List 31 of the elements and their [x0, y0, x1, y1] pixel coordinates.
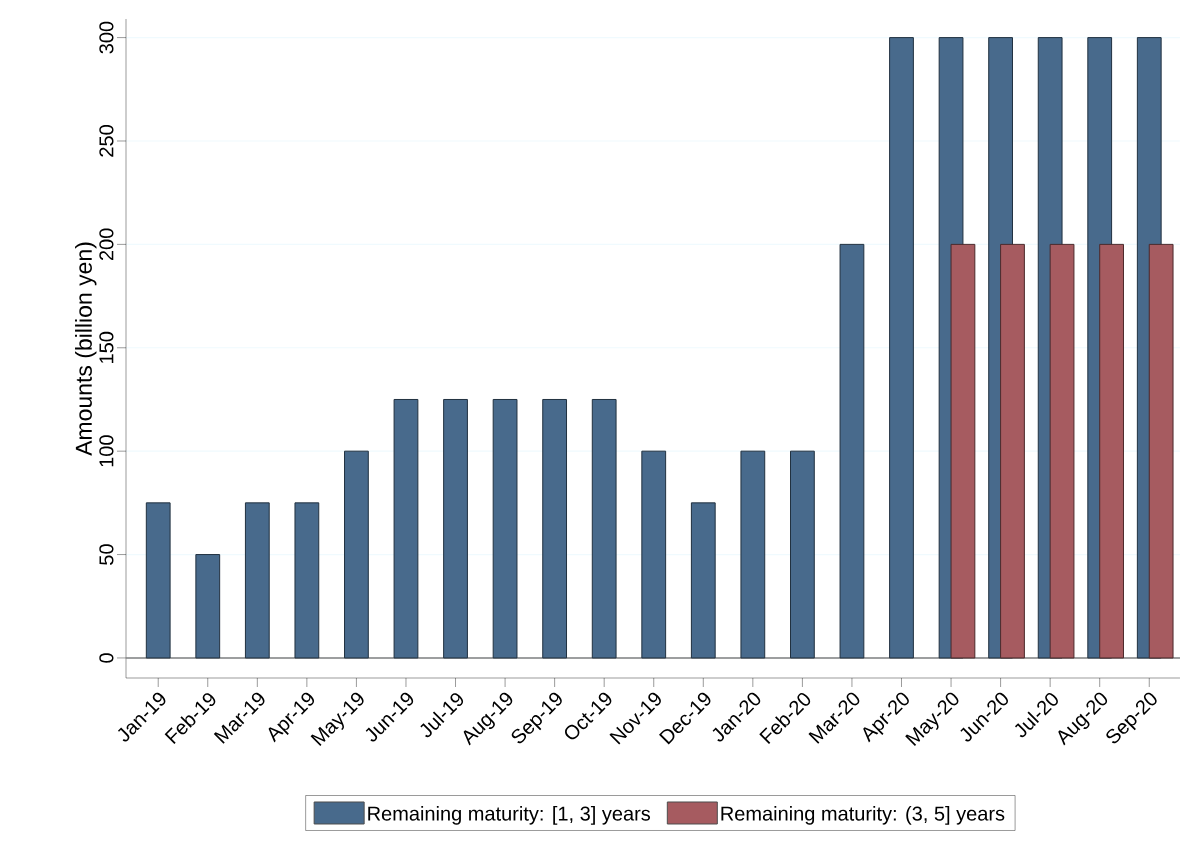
- bar: [950, 243, 976, 659]
- y-tick-label: 300: [99, 21, 114, 54]
- y-tick-label: 250: [99, 125, 114, 157]
- bar: [591, 398, 617, 659]
- legend-label: Remaining maturity: [1, 3] years: [368, 806, 651, 825]
- y-tick-label: 200: [99, 228, 114, 261]
- bar: [443, 398, 468, 659]
- y-tick-label: 50: [99, 544, 114, 565]
- y-tick-label: 100: [99, 435, 114, 467]
- bar: [244, 502, 270, 659]
- bar: [344, 450, 369, 659]
- bar: [839, 243, 865, 659]
- y-axis-title: Amounts (billion yen): [75, 242, 97, 456]
- bar: [393, 398, 419, 659]
- y-tick-label: 150: [99, 331, 114, 363]
- bar: [294, 502, 320, 659]
- bar: [1148, 243, 1174, 659]
- bar: [641, 450, 667, 659]
- bar: [542, 398, 568, 659]
- bar: [1049, 243, 1075, 659]
- bar: [690, 502, 716, 659]
- bar: [492, 398, 518, 659]
- bar: [1000, 243, 1025, 659]
- bar: [145, 502, 171, 659]
- bar: [740, 450, 766, 659]
- y-tick-label: 0: [99, 653, 114, 663]
- bar: [889, 37, 914, 659]
- bar: [1099, 243, 1124, 659]
- bar: [195, 554, 221, 659]
- bar: [790, 450, 815, 659]
- legend-label: Remaining maturity: (3, 5] years: [721, 806, 1005, 825]
